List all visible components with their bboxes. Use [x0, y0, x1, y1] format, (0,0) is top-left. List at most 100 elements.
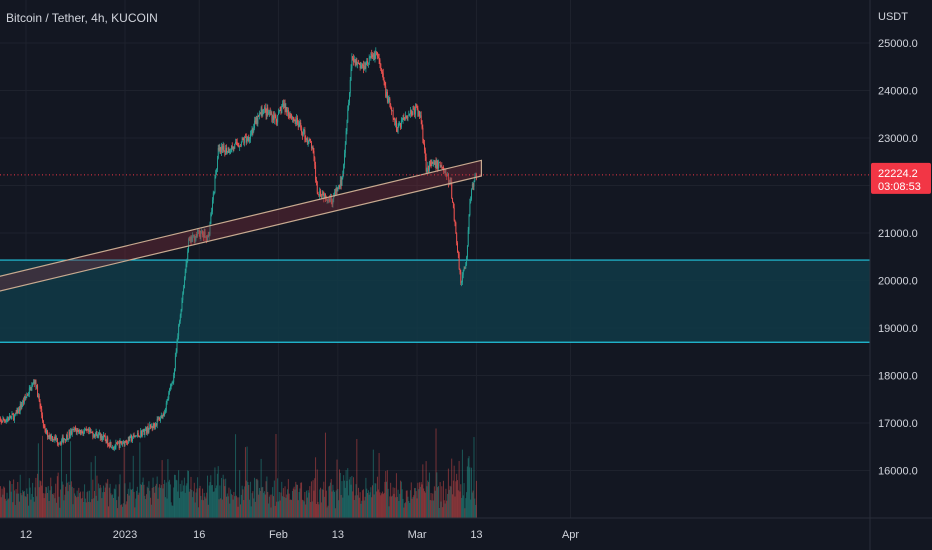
volume-bar [314, 478, 316, 518]
candle-body [464, 268, 466, 270]
volume-bar [108, 487, 110, 518]
volume-bar [291, 490, 293, 518]
volume-bar [309, 486, 311, 518]
volume-bar [108, 506, 109, 518]
volume-bar [53, 493, 55, 518]
volume-bar [139, 442, 141, 518]
volume-bar [188, 491, 190, 518]
volume-bar [101, 498, 103, 518]
candle-body [358, 63, 359, 64]
volume-bar [111, 495, 113, 518]
candle-body [413, 108, 415, 110]
volume-bar [307, 490, 309, 518]
candle-body [136, 433, 138, 436]
candle-body [114, 447, 116, 449]
candle-body [356, 60, 358, 65]
candle-body [254, 120, 256, 128]
volume-bar [23, 491, 25, 518]
volume-bar [185, 485, 187, 518]
candle-body [132, 438, 133, 441]
volume-bar [56, 476, 58, 518]
candle-body [342, 174, 344, 178]
candle-body [97, 436, 99, 438]
volume-bar [318, 504, 320, 518]
volume-bar [12, 502, 14, 518]
volume-bar [105, 482, 107, 518]
candle-body [365, 61, 367, 69]
candle-body [338, 185, 340, 188]
candle-body [312, 146, 314, 152]
volume-bar [304, 491, 306, 518]
volume-bar [83, 501, 85, 518]
volume-bar [38, 487, 40, 518]
candle-body [434, 160, 436, 165]
candle-body [310, 140, 312, 143]
candle-body [429, 161, 430, 171]
volume-bar [339, 469, 340, 518]
candle-body [282, 103, 284, 107]
volume-bar [399, 493, 401, 518]
candle-body [4, 420, 6, 422]
volume-bar [209, 482, 211, 518]
volume-bar [461, 497, 463, 518]
candle-body [195, 234, 197, 240]
candle-body [61, 436, 63, 441]
candle-body [344, 153, 345, 165]
volume-bar [125, 504, 127, 518]
volume-bar [465, 498, 467, 518]
candle-body [222, 146, 224, 150]
volume-bar [343, 480, 345, 518]
volume-bar [411, 498, 413, 518]
volume-bar [319, 489, 321, 518]
volume-bar [9, 481, 11, 518]
volume-bar [271, 494, 273, 518]
volume-bar [196, 488, 198, 518]
candle-body [334, 192, 336, 197]
candle-body [313, 151, 315, 158]
candle-body [297, 117, 298, 123]
volume-bar [398, 500, 400, 518]
candle-body [70, 430, 72, 436]
candle-body [226, 151, 228, 153]
volume-bar [60, 444, 62, 518]
support-zone[interactable] [0, 259, 870, 343]
volume-bar [201, 499, 203, 518]
volume-bar [439, 482, 441, 518]
chart-title[interactable]: Bitcoin / Tether, 4h, KUCOIN [6, 11, 158, 25]
trend-channel[interactable] [0, 159, 482, 292]
candle-body [314, 157, 316, 166]
candle-body [39, 400, 41, 407]
volume-bar [296, 484, 298, 518]
candle-body [377, 52, 378, 57]
volume-bar [383, 492, 385, 518]
candle-body [63, 439, 65, 443]
volume-bar [458, 460, 460, 518]
volume-bar [52, 494, 54, 518]
volume-bar [133, 491, 135, 518]
candle-body [56, 438, 58, 443]
candle-body [357, 63, 359, 65]
candle-body [436, 160, 438, 169]
candle-body [73, 429, 75, 431]
candle-body [301, 132, 303, 136]
volume-bar [297, 500, 299, 518]
volume-bar [454, 496, 456, 518]
candle-body [267, 107, 269, 113]
volume-bar [238, 497, 240, 518]
candle-body [350, 68, 352, 81]
candle-body [353, 58, 355, 63]
volume-bar [420, 482, 422, 518]
candle-body [339, 180, 341, 188]
candle-body [469, 202, 471, 216]
candle-body [232, 146, 234, 149]
volume-bar [277, 478, 279, 518]
candle-body [332, 198, 334, 205]
volume-bar [228, 487, 230, 518]
candle-body [425, 157, 427, 172]
volume-bar [154, 492, 156, 518]
candle-body [38, 395, 40, 401]
candle-body [48, 435, 50, 438]
